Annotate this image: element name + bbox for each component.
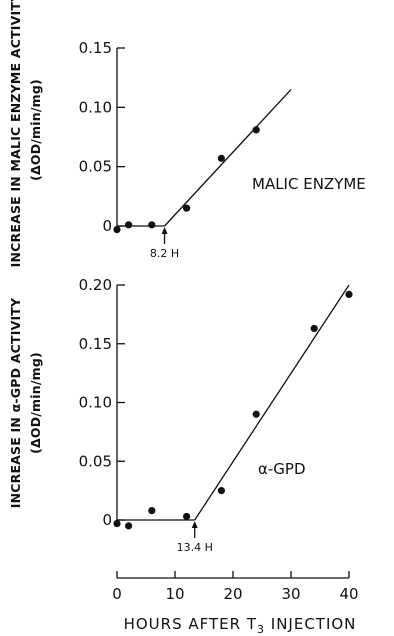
malic-y-axis-label-line2: (ΔOD/min/mg) [28, 79, 43, 181]
malic-y-axis-label-line1: INCREASE IN MALIC ENZYME ACTIVITY [8, 0, 23, 267]
agpd-fit-line-slope [194, 284, 350, 521]
agpd-data-point [125, 522, 133, 530]
x-tick-label: 40 [339, 585, 358, 603]
x-ticks: 0 10 20 30 40 [112, 571, 359, 603]
x-axis: 0 10 20 30 40 HOURS AFTER T3 INJECTION [112, 571, 359, 636]
agpd-y-axis-label: INCREASE IN α-GPD ACTIVITY (ΔOD/min/mg) [8, 297, 43, 508]
malic-y-ticks: 0 0.05 0.10 0.15 [79, 39, 125, 235]
malic-enzyme-panel: INCREASE IN MALIC ENZYME ACTIVITY (ΔOD/m… [8, 0, 366, 267]
agpd-y-axis-label-line2: (ΔOD/min/mg) [28, 352, 43, 454]
agpd-data-point [345, 290, 353, 298]
agpd-y-axis-label-line1: INCREASE IN α-GPD ACTIVITY [8, 297, 23, 508]
malic-y-tick-label: 0.15 [79, 39, 112, 57]
agpd-panel: INCREASE IN α-GPD ACTIVITY (ΔOD/min/mg) … [8, 276, 353, 554]
agpd-y-tick-label: 0 [102, 511, 112, 529]
agpd-lag-label: 13.4 H [177, 541, 213, 554]
x-tick-label: 10 [165, 585, 184, 603]
x-tick-label: 0 [112, 585, 122, 603]
agpd-data-points [113, 290, 353, 530]
agpd-data-point [252, 410, 260, 418]
malic-y-axis-label: INCREASE IN MALIC ENZYME ACTIVITY (ΔOD/m… [8, 0, 43, 267]
agpd-lag-annotation: 13.4 H [177, 521, 213, 554]
malic-series-label: MALIC ENZYME [252, 175, 366, 193]
agpd-y-tick-label: 0.15 [79, 335, 112, 353]
agpd-y-ticks: 0 0.05 0.10 0.15 0.20 [79, 276, 125, 529]
agpd-y-tick-label: 0.10 [79, 394, 112, 412]
malic-lag-label: 8.2 H [150, 247, 179, 260]
malic-data-points [113, 126, 260, 234]
agpd-y-tick-label: 0.05 [79, 452, 112, 470]
agpd-data-point [217, 487, 225, 495]
agpd-data-point [113, 519, 121, 528]
x-axis-label: HOURS AFTER T3 INJECTION [124, 615, 357, 636]
malic-y-tick-label: 0.05 [79, 158, 112, 176]
agpd-data-point [148, 507, 156, 515]
malic-data-point [125, 221, 133, 229]
malic-data-point [148, 221, 156, 229]
malic-fit-line-slope [164, 89, 292, 227]
agpd-data-point [310, 324, 318, 333]
x-tick-label: 30 [281, 585, 300, 603]
agpd-data-point [183, 512, 191, 521]
malic-y-tick-label: 0.10 [79, 98, 112, 116]
agpd-y-tick-label: 0.20 [79, 276, 112, 294]
x-tick-label: 20 [223, 585, 242, 603]
agpd-lag-arrowhead [191, 521, 198, 528]
malic-lag-arrowhead [161, 227, 168, 234]
malic-data-point [183, 204, 191, 212]
malic-lag-annotation: 8.2 H [150, 227, 179, 260]
malic-data-point [252, 126, 260, 134]
malic-data-point [113, 225, 121, 234]
malic-y-tick-label: 0 [102, 217, 112, 235]
agpd-series-label: α-GPD [258, 460, 306, 478]
malic-data-point [217, 154, 225, 162]
